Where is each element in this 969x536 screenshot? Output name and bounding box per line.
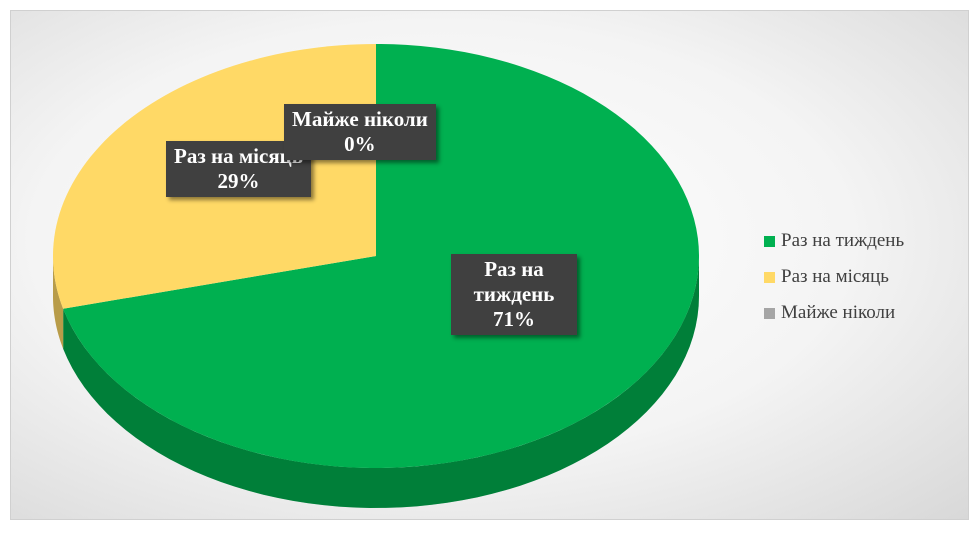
data-label: Раз на місяць 29% bbox=[166, 141, 311, 197]
legend-swatch bbox=[764, 235, 775, 247]
legend-item: Раз на тиждень bbox=[764, 230, 904, 252]
legend-item: Майже ніколи bbox=[764, 302, 895, 324]
data-label-value: 0% bbox=[344, 132, 376, 156]
slice-side bbox=[63, 256, 699, 508]
slice bbox=[63, 44, 700, 468]
slice-side-shade bbox=[63, 256, 699, 508]
data-label: Раз на тиждень 71% bbox=[451, 254, 577, 335]
data-label: Майже ніколи 0% bbox=[284, 104, 436, 160]
data-label-category: Раз на тиждень bbox=[473, 257, 555, 306]
data-label-category: Майже ніколи bbox=[292, 107, 428, 131]
data-label-value: 29% bbox=[217, 169, 260, 193]
legend-label: Майже ніколи bbox=[781, 302, 896, 323]
slice-side-shade bbox=[53, 256, 64, 349]
legend-label: Раз на місяць bbox=[781, 266, 889, 287]
slice-side bbox=[53, 256, 64, 349]
legend-item: Раз на місяць bbox=[764, 266, 889, 288]
legend-label: Раз на тиждень bbox=[781, 230, 905, 251]
legend-swatch bbox=[764, 307, 775, 319]
data-label-value: 71% bbox=[493, 307, 535, 331]
data-label-category: Раз на місяць bbox=[174, 144, 303, 168]
legend-swatch bbox=[764, 271, 775, 283]
chart-area: Раз на місяць 29% Раз на тиждень 71% Майже н… bbox=[10, 10, 969, 520]
